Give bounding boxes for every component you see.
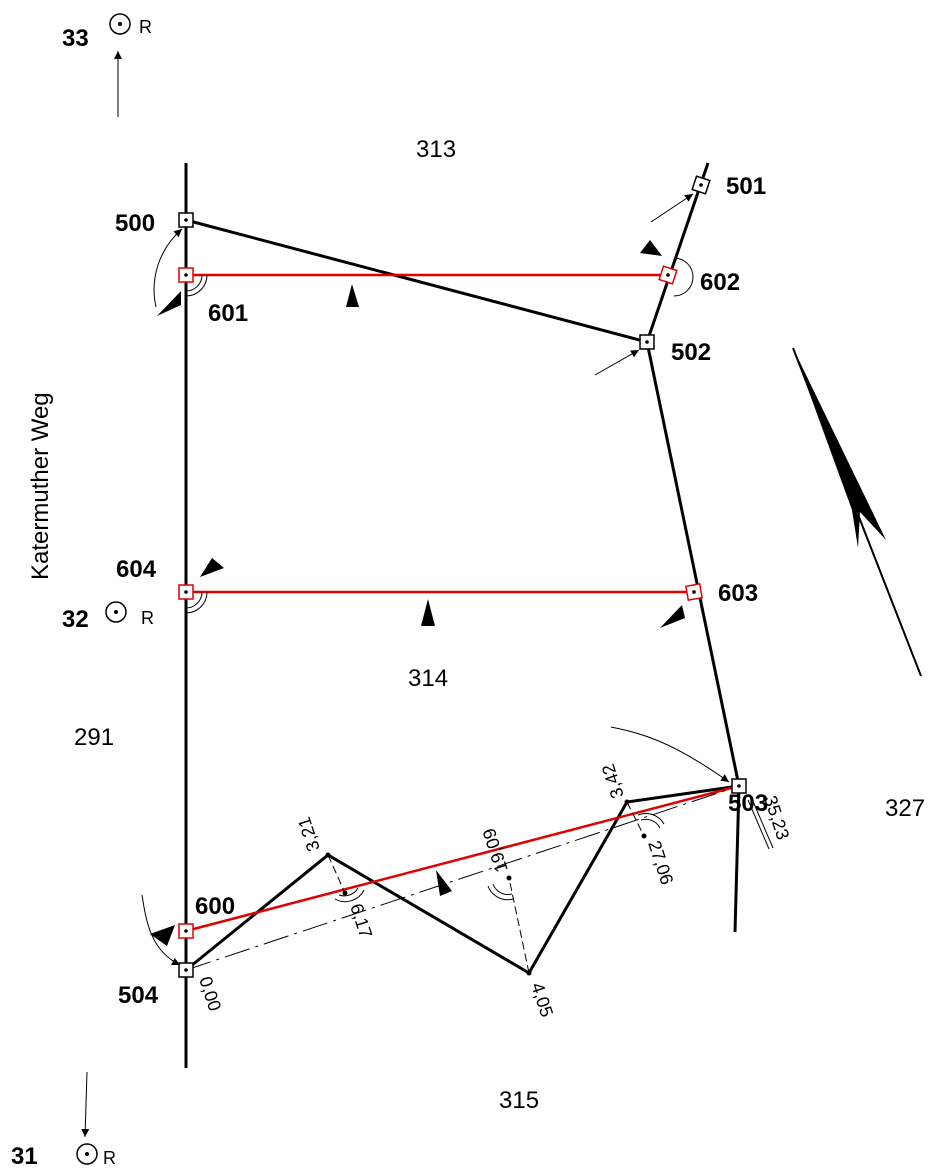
direction-triangle-icon <box>150 925 175 946</box>
point-502-marker <box>639 334 655 350</box>
north-arrow-icon <box>792 347 922 677</box>
boundary-501-502 <box>645 162 710 343</box>
direction-triangle-icon <box>157 291 181 316</box>
street-name: Katermuther Weg <box>27 392 54 580</box>
end-mark-1 <box>747 799 770 850</box>
point-342 <box>624 799 630 805</box>
point-405 <box>526 970 532 976</box>
measurement-0-00: 0,00 <box>195 974 225 1014</box>
angle-arc-617 <box>338 887 359 897</box>
reference-mark-33-icon <box>109 13 131 35</box>
angle-arc-604 <box>185 591 203 609</box>
end-mark-2 <box>751 798 774 849</box>
point-604-marker <box>178 584 194 600</box>
measurement-6-17: 6,17 <box>346 901 376 941</box>
direction-triangle-icon <box>346 284 359 307</box>
parcel-327: 327 <box>885 795 925 822</box>
point-603-marker <box>685 583 703 601</box>
angle-arc-2706b <box>637 813 665 825</box>
point-617 <box>342 890 348 896</box>
point-600-marker <box>178 923 194 939</box>
parcel-315: 315 <box>499 1087 539 1114</box>
point-label-600: 600 <box>195 893 235 920</box>
angle-arc-617b <box>334 889 365 903</box>
angle-arc-1909b <box>487 885 514 901</box>
point-label-500: 500 <box>115 210 155 237</box>
point-504-marker <box>178 962 194 978</box>
angle-arc-2706 <box>640 818 661 829</box>
point-label-502: 502 <box>671 339 711 366</box>
leader-arrow-503 <box>610 726 730 783</box>
new-line-600-503 <box>185 784 740 933</box>
measurement-3-21: 3,21 <box>294 814 324 854</box>
measurement-27-06: 27,06 <box>644 838 677 887</box>
point-label-504: 504 <box>118 982 159 1009</box>
direction-triangle-icon <box>421 599 435 626</box>
reference-mark-31-icon <box>76 1143 98 1165</box>
reference-number-31: 31 <box>11 1143 38 1170</box>
angle-arc-601 <box>185 274 203 292</box>
direction-triangle-icon <box>640 240 662 256</box>
reference-number-32: 32 <box>62 606 89 633</box>
reference-mark-label-33: R <box>139 17 152 37</box>
parcel-291: 291 <box>74 724 114 751</box>
measurement-line <box>185 785 740 971</box>
angle-arc-601b <box>185 274 208 297</box>
leader-arrow-504 <box>141 894 181 966</box>
boundary-503-extension <box>733 785 741 933</box>
leader-arrow-31 <box>81 1071 90 1138</box>
point-label-603: 603 <box>718 580 758 607</box>
reference-mark-32-icon <box>105 601 127 623</box>
measurement-35-23: 35,23 <box>760 793 793 842</box>
angle-arc-1909 <box>492 883 513 895</box>
boundary-502-503 <box>645 341 741 787</box>
boundary-500-502 <box>185 218 648 344</box>
point-label-604: 604 <box>116 556 157 583</box>
point-501-marker <box>691 175 711 195</box>
parcel-314: 314 <box>408 665 448 692</box>
direction-triangle-icon <box>660 605 685 628</box>
measurement-4-05: 4,05 <box>527 980 557 1020</box>
offset-342 <box>626 801 645 837</box>
angle-arc-604b <box>185 591 208 614</box>
measurement-19-09: 19,09 <box>479 826 512 875</box>
leader-arrow-502 <box>594 349 640 376</box>
reference-number-33: 33 <box>62 25 89 52</box>
measurement-3-42: 3,42 <box>598 761 628 801</box>
point-500-marker <box>178 212 194 228</box>
point-label-602: 602 <box>700 269 740 296</box>
offset-405 <box>508 877 530 974</box>
point-label-503: 503 <box>728 790 768 817</box>
offset-321 <box>327 854 346 894</box>
leader-arrow-501 <box>650 193 694 223</box>
point-321 <box>325 852 331 858</box>
point-601-marker <box>178 267 194 283</box>
point-2706 <box>641 833 647 839</box>
angle-arc-602 <box>673 257 694 297</box>
point-label-501: 501 <box>726 173 766 200</box>
leader-arrow-500 <box>153 228 183 308</box>
point-503-marker <box>731 778 747 794</box>
parcel-313: 313 <box>416 136 456 163</box>
direction-triangle-icon <box>436 870 452 896</box>
point-602-marker <box>658 265 678 285</box>
reference-mark-label-32: R <box>141 608 154 628</box>
reference-mark-label-31: R <box>103 1148 116 1168</box>
direction-triangle-icon <box>200 558 224 577</box>
point-label-601: 601 <box>208 300 248 327</box>
point-1909 <box>506 875 512 881</box>
